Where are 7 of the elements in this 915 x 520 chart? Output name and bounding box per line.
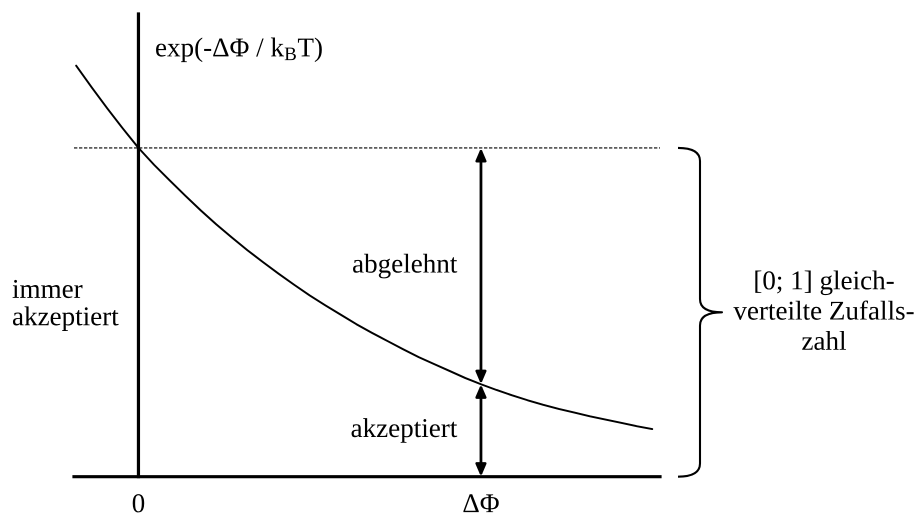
x-tick-label: 0 <box>132 494 144 512</box>
annotation: akzeptiert <box>352 418 458 443</box>
x-tick-label: ΔΦ <box>463 494 499 512</box>
annotation: abgelehnt <box>353 254 458 278</box>
y-axis-title: exp(-ΔΦ / k$_{B}$T) <box>156 38 322 62</box>
text: [0; 1] gleich- verteilte Zufalls- zahl <box>733 270 914 350</box>
annotation: immer akzeptiert <box>12 280 119 331</box>
